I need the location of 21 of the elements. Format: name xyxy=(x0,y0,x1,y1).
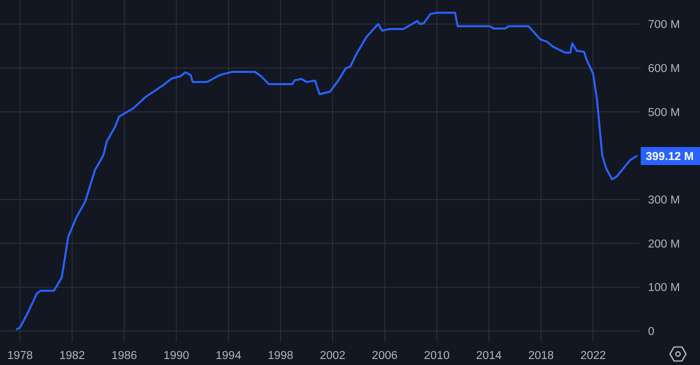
x-tick-label: 1986 xyxy=(111,350,138,362)
x-tick-label: 2010 xyxy=(424,350,450,362)
y-tick-label: 500 M xyxy=(648,106,680,119)
line-series xyxy=(16,12,638,330)
x-tick-label: 1982 xyxy=(59,350,85,362)
y-tick-label: 200 M xyxy=(648,238,680,250)
x-tick-label: 2002 xyxy=(320,350,346,362)
y-tick-label: 300 M xyxy=(648,194,680,207)
x-tick-label: 2014 xyxy=(476,350,502,362)
y-tick-label: 0 xyxy=(648,326,654,338)
annotation: 399.12 M xyxy=(646,151,694,164)
x-tick-label: 2006 xyxy=(372,350,398,362)
x-tick-label: 1990 xyxy=(164,350,190,362)
x-tick-label: 1994 xyxy=(216,350,242,362)
x-tick-label: 2018 xyxy=(528,350,554,362)
x-tick-label: 1978 xyxy=(7,350,33,362)
y-tick-label: 700 M xyxy=(648,19,680,32)
y-tick-label: 600 M xyxy=(648,62,680,75)
y-tick-label: 100 M xyxy=(648,282,680,294)
x-tick-label: 1998 xyxy=(268,350,294,362)
x-tick-label: 2022 xyxy=(580,350,606,362)
